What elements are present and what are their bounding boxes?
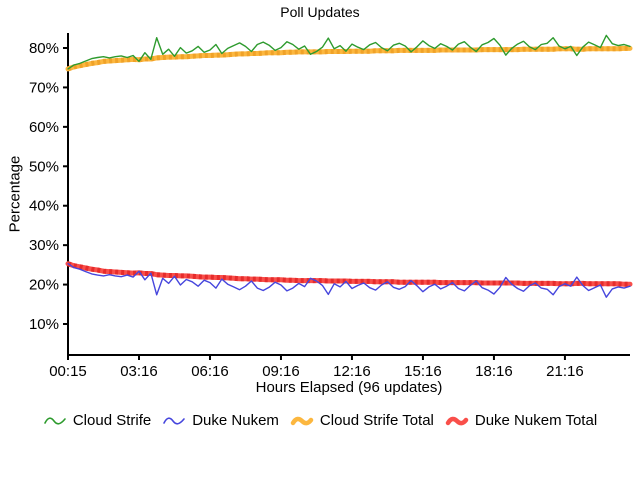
- y-tick-label: 80%: [29, 40, 59, 57]
- x-tick-label: 09:16: [262, 363, 300, 380]
- series-line-cloud-strife: [67, 34, 631, 70]
- legend-label: Cloud Strife Total: [319, 412, 434, 429]
- cloud-strife-total-line-icon: [290, 416, 314, 425]
- legend-label: Duke Nukem Total: [474, 412, 598, 429]
- x-tick-label: 00:15: [49, 363, 87, 380]
- chart-title: Poll Updates: [280, 4, 360, 20]
- y-tick-label: 40%: [29, 198, 59, 215]
- x-tick-label: 18:16: [475, 363, 513, 380]
- duke-nukem-line-icon: [163, 416, 186, 425]
- axis-lines: [67, 33, 630, 356]
- x-tick-label: 06:16: [191, 363, 229, 380]
- cloud-strife-line-icon: [44, 416, 66, 425]
- legend-item-duke-nukem: Duke Nukem: [162, 412, 279, 429]
- x-tick-label: 21:16: [546, 363, 584, 380]
- x-tick-label: 03:16: [120, 363, 158, 380]
- y-tick-label: 50%: [29, 158, 59, 175]
- legend-label: Cloud Strife: [72, 412, 152, 429]
- x-tick-label: 12:16: [333, 363, 371, 380]
- duke-nukem-total-line-icon: [445, 416, 469, 425]
- y-axis-label: Percentage: [6, 155, 24, 233]
- legend-item-cloud-strife-total: Cloud Strife Total: [290, 412, 434, 429]
- y-tick-label: 60%: [29, 119, 59, 136]
- y-tick-label: 70%: [29, 79, 59, 96]
- y-tick-label: 10%: [29, 316, 59, 333]
- legend: Cloud Strife Duke Nukem Cloud Strife Tot…: [0, 412, 640, 429]
- legend-item-cloud-strife: Cloud Strife: [43, 412, 151, 429]
- legend-label: Duke Nukem: [192, 412, 279, 429]
- x-tick-label: 15:16: [404, 363, 442, 380]
- y-tick-label: 30%: [29, 237, 59, 254]
- y-tick-label: 20%: [29, 277, 59, 294]
- legend-item-duke-nukem-total: Duke Nukem Total: [445, 412, 597, 429]
- series-line-duke-nukem: [67, 263, 631, 298]
- x-axis-label: Hours Elapsed (96 updates): [255, 379, 443, 396]
